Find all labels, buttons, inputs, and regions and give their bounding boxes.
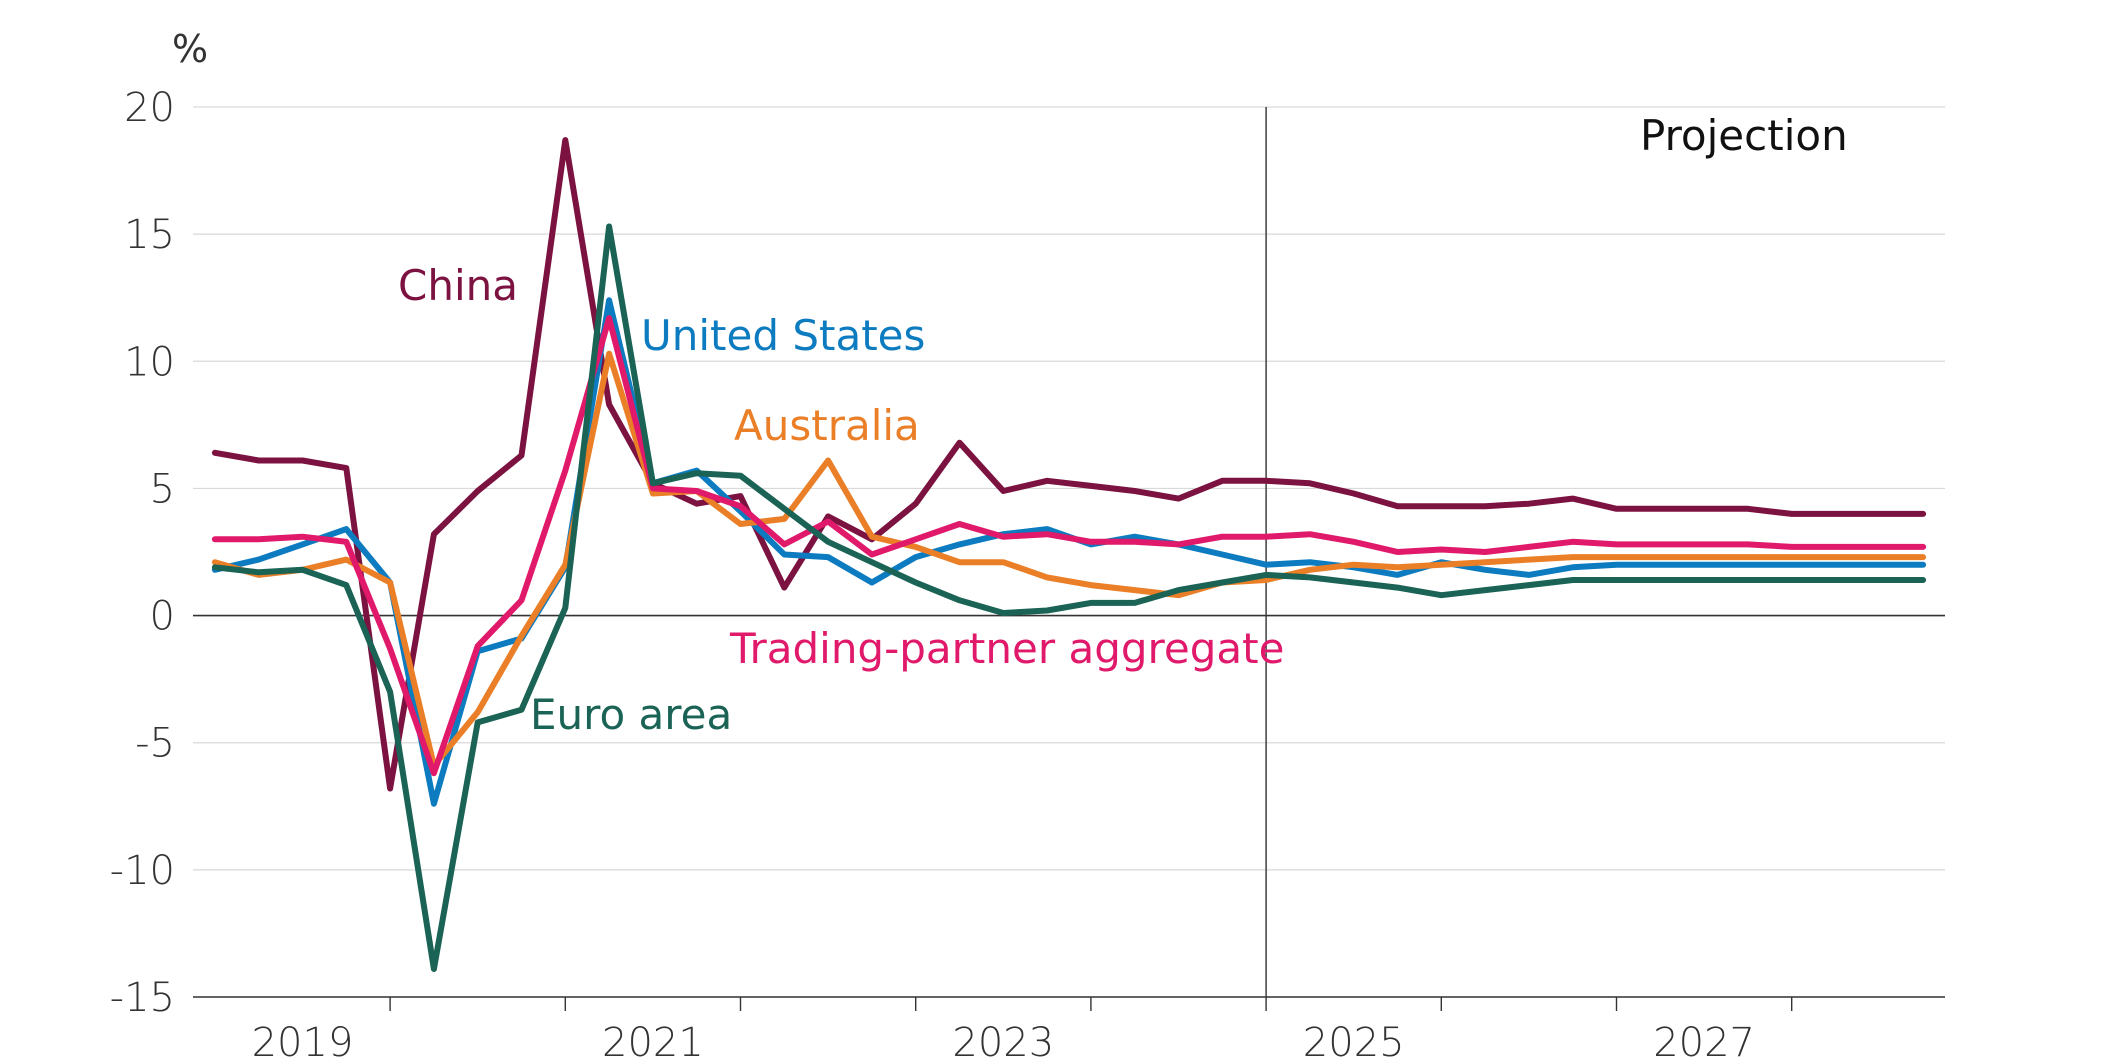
- series-label-trading-partner-aggregate: Trading-partner aggregate: [729, 624, 1284, 673]
- y-tick-label: -5: [135, 721, 175, 767]
- x-tick-label: 2025: [1303, 1020, 1405, 1059]
- series-label-euro-area: Euro area: [530, 690, 732, 739]
- y-tick-label: -10: [110, 848, 175, 894]
- y-axis-unit-label: %: [172, 27, 208, 71]
- axes: -15 -10 -5 0 5 10 15 20 2019 2021 2023 2025 2027: [110, 85, 1945, 1059]
- series-label-united-states: United States: [641, 311, 925, 360]
- y-tick-label: 5: [150, 466, 175, 512]
- x-tick-label: 2027: [1653, 1020, 1755, 1059]
- series-label-australia: Australia: [734, 401, 920, 450]
- y-tick-label: 10: [124, 339, 175, 385]
- series-line-euro-area: [211, 223, 1927, 972]
- x-tick-label: 2021: [602, 1020, 704, 1059]
- series-label-china: China: [398, 261, 518, 310]
- y-tick-label: 20: [124, 85, 175, 131]
- y-tick-label: 0: [150, 594, 175, 640]
- x-tick-label: 2019: [252, 1020, 354, 1059]
- series-line-china: [211, 137, 1927, 792]
- series-line-trading-partner-aggregate: [211, 315, 1927, 777]
- projection-label: Projection: [1640, 111, 1848, 160]
- y-tick-label: -15: [110, 975, 175, 1021]
- series-line-australia: [211, 350, 1927, 769]
- x-tick-label: 2023: [952, 1020, 1054, 1059]
- series-line-united-states: [211, 297, 1927, 807]
- series-lines: [211, 137, 1927, 972]
- y-tick-label: 15: [124, 212, 175, 258]
- gridlines: [193, 106, 1945, 998]
